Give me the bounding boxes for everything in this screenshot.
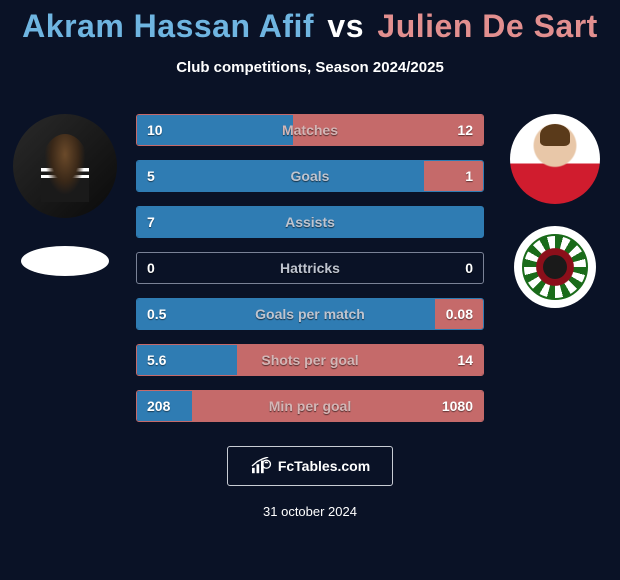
stat-value-left: 5.6 bbox=[147, 352, 166, 368]
vs-text: vs bbox=[327, 8, 364, 44]
stat-value-right: 12 bbox=[457, 122, 473, 138]
stat-value-right: 0.08 bbox=[446, 306, 473, 322]
subtitle: Club competitions, Season 2024/2025 bbox=[176, 59, 444, 76]
stat-value-right: 1 bbox=[465, 168, 473, 184]
brand-text: FcTables.com bbox=[278, 458, 370, 474]
left-column bbox=[0, 114, 130, 276]
brand-badge[interactable]: FcTables.com bbox=[227, 446, 393, 486]
stat-bar: 0.5 0.08 Goals per match bbox=[136, 298, 484, 330]
stat-bar: 10 12 Matches bbox=[136, 114, 484, 146]
stat-label: Matches bbox=[282, 122, 338, 138]
brand-chart-icon bbox=[250, 457, 272, 475]
player1-team-badge bbox=[21, 246, 109, 276]
stats-bars: 10 12 Matches 5 1 Goals 7 Assists 0 0 Hattricks 0.5… bbox=[130, 114, 490, 422]
stat-label: Shots per goal bbox=[261, 352, 358, 368]
stat-label: Min per goal bbox=[269, 398, 351, 414]
stat-value-left: 0 bbox=[147, 260, 155, 276]
stat-value-left: 7 bbox=[147, 214, 155, 230]
stat-bar: 0 0 Hattricks bbox=[136, 252, 484, 284]
bar-fill-left bbox=[137, 161, 424, 191]
stat-value-right: 1080 bbox=[442, 398, 473, 414]
stat-value-left: 10 bbox=[147, 122, 163, 138]
main-area: 10 12 Matches 5 1 Goals 7 Assists 0 0 Hattricks 0.5… bbox=[0, 114, 620, 422]
stat-label: Goals per match bbox=[255, 306, 365, 322]
stat-value-right: 14 bbox=[457, 352, 473, 368]
stat-label: Hattricks bbox=[280, 260, 340, 276]
stat-bar: 7 Assists bbox=[136, 206, 484, 238]
stat-value-left: 5 bbox=[147, 168, 155, 184]
player2-name: Julien De Sart bbox=[377, 8, 597, 44]
player1-avatar bbox=[13, 114, 117, 218]
stat-value-left: 208 bbox=[147, 398, 170, 414]
stat-label: Goals bbox=[291, 168, 330, 184]
stat-label: Assists bbox=[285, 214, 335, 230]
player2-team-badge bbox=[514, 226, 596, 308]
stat-value-left: 0.5 bbox=[147, 306, 166, 322]
stat-bar: 5.6 14 Shots per goal bbox=[136, 344, 484, 376]
stat-bar: 208 1080 Min per goal bbox=[136, 390, 484, 422]
footer-date: 31 october 2024 bbox=[263, 504, 357, 519]
comparison-title: Akram Hassan Afif vs Julien De Sart bbox=[22, 8, 598, 45]
stat-bar: 5 1 Goals bbox=[136, 160, 484, 192]
stat-value-right: 0 bbox=[465, 260, 473, 276]
team-badge-icon bbox=[522, 234, 588, 300]
bar-fill-right bbox=[424, 161, 483, 191]
player1-name: Akram Hassan Afif bbox=[22, 8, 314, 44]
right-column bbox=[490, 114, 620, 308]
player2-avatar bbox=[510, 114, 600, 204]
